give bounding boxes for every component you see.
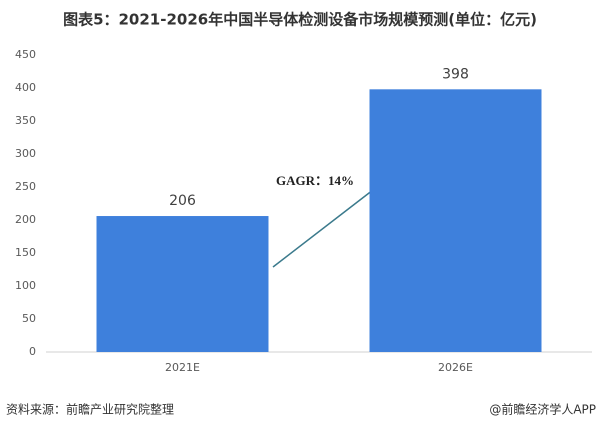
bar	[369, 89, 542, 352]
y-tick-label: 300	[15, 147, 36, 160]
credit: @前瞻经济学人APP	[489, 402, 596, 417]
y-tick-label: 0	[29, 345, 36, 358]
y-tick-label: 400	[15, 81, 36, 94]
y-tick-label: 150	[15, 246, 36, 259]
y-tick-label: 100	[15, 279, 36, 292]
y-tick-label: 200	[15, 213, 36, 226]
x-tick-label: 2021E	[165, 361, 200, 374]
growth-arrow	[272, 181, 385, 268]
y-tick-label: 350	[15, 114, 36, 127]
y-tick-label: 450	[15, 48, 36, 61]
annotation: GAGR：14%	[276, 173, 354, 188]
y-tick-label: 50	[22, 312, 36, 325]
x-tick-label: 2026E	[438, 361, 473, 374]
bar	[96, 216, 269, 352]
source: 资料来源：前瞻产业研究院整理	[6, 402, 174, 417]
chart-title: 图表5：2021-2026年中国半导体检测设备市场规模预测(单位：亿元)	[63, 11, 537, 29]
value-label: 206	[169, 193, 196, 209]
y-tick-label: 250	[15, 180, 36, 193]
value-label: 398	[442, 66, 469, 82]
